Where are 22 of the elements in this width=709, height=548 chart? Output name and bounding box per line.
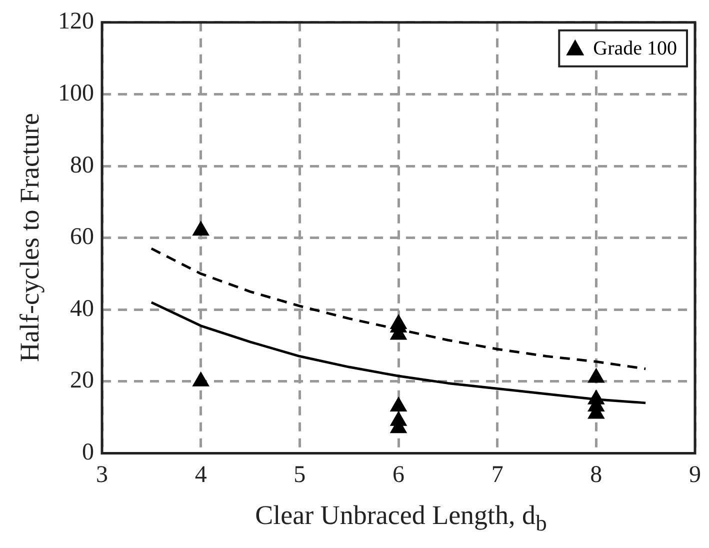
line-series bbox=[150, 247, 647, 370]
x-tick-label: 8 bbox=[590, 462, 602, 488]
point bbox=[390, 397, 407, 412]
x-tick-label: 6 bbox=[392, 462, 404, 488]
legend-label: Grade 100 bbox=[593, 38, 677, 60]
y-tick-label: 20 bbox=[70, 368, 94, 394]
point bbox=[192, 372, 210, 386]
y-axis-title: Half-cycles to Fracture bbox=[14, 112, 46, 364]
x-tick-label: 4 bbox=[194, 462, 207, 488]
point bbox=[192, 221, 210, 236]
y-tick-label: 120 bbox=[58, 8, 94, 35]
y-tick-label: 100 bbox=[58, 80, 94, 106]
point bbox=[588, 368, 604, 383]
x-tick-label: 9 bbox=[689, 462, 701, 488]
x-tick-label: 5 bbox=[294, 462, 306, 488]
y-tick-label: 40 bbox=[70, 296, 94, 322]
y-tick-label: 80 bbox=[70, 152, 94, 178]
x-axis-title: Clear Unbraced Length, d$_{b}$ bbox=[254, 500, 548, 536]
x-tick-label: 7 bbox=[491, 462, 504, 488]
y-tick-label: 60 bbox=[70, 224, 94, 250]
x-tick-label: 3 bbox=[96, 462, 108, 488]
y-tick-label: 0 bbox=[82, 439, 94, 466]
